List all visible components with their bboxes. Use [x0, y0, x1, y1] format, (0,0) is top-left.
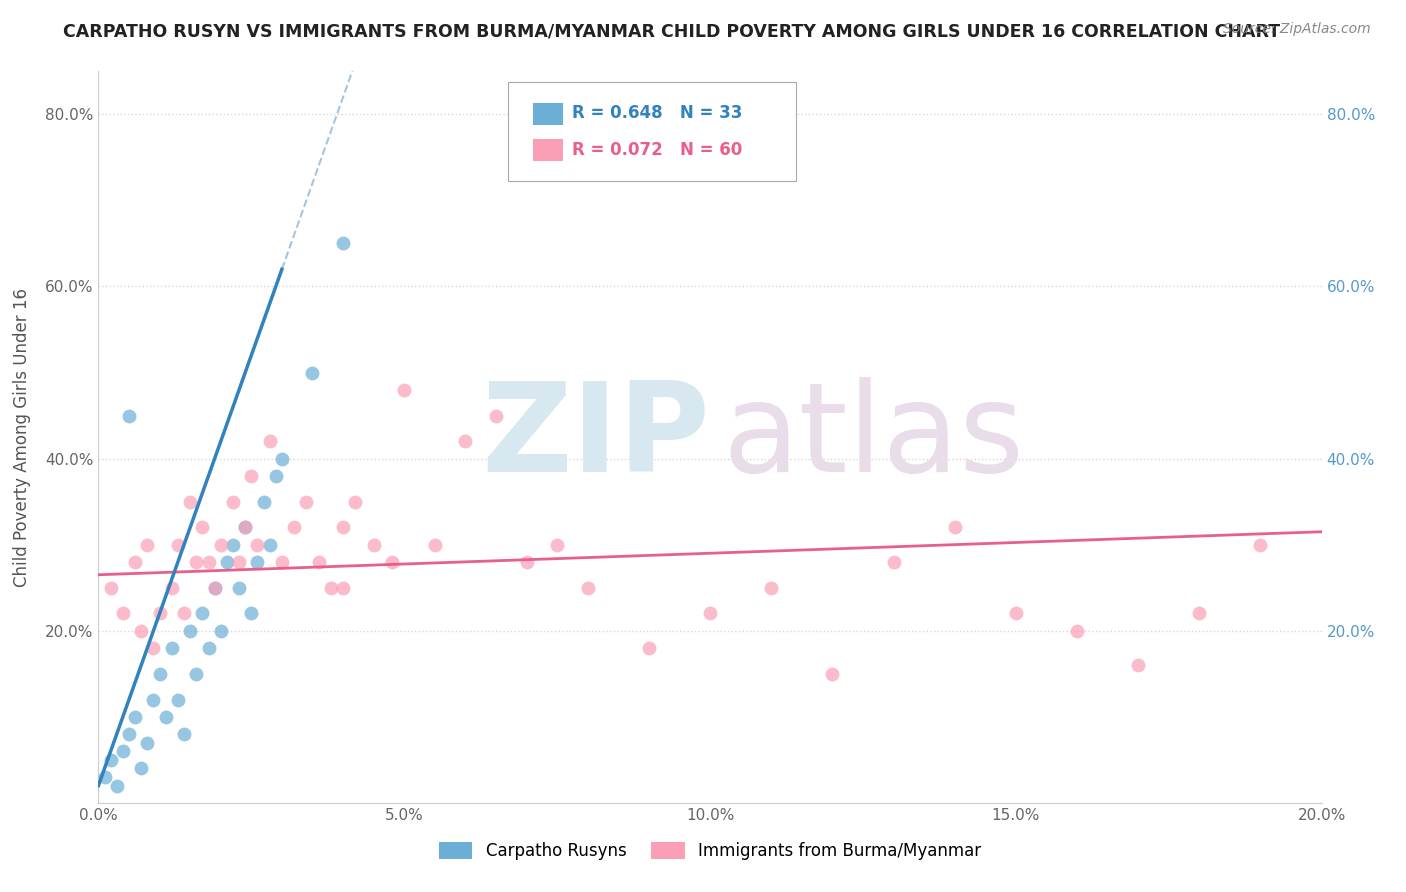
Point: [100, 753, 122, 767]
Point: [246, 555, 269, 569]
Point: [142, 692, 165, 706]
Point: [179, 494, 201, 508]
Point: [883, 555, 905, 569]
Point: [270, 451, 292, 466]
Point: [295, 494, 318, 508]
Bar: [533, 139, 564, 161]
Point: [576, 581, 599, 595]
Point: [136, 538, 159, 552]
Text: R = 0.072   N = 60: R = 0.072 N = 60: [572, 141, 742, 159]
Point: [179, 624, 201, 638]
Point: [142, 640, 165, 655]
Point: [332, 581, 354, 595]
Point: [204, 581, 226, 595]
Point: [173, 727, 195, 741]
Point: [204, 581, 226, 595]
Point: [759, 581, 782, 595]
Point: [283, 520, 305, 534]
Point: [129, 761, 152, 775]
Point: [332, 236, 354, 251]
Point: [344, 494, 367, 508]
Point: [252, 494, 274, 508]
Point: [381, 555, 404, 569]
Point: [167, 538, 190, 552]
Point: [160, 640, 183, 655]
Point: [118, 409, 141, 423]
Y-axis label: Child Poverty Among Girls Under 16: Child Poverty Among Girls Under 16: [13, 287, 31, 587]
Point: [699, 607, 721, 621]
Point: [943, 520, 966, 534]
Bar: [533, 103, 564, 125]
Point: [301, 366, 323, 380]
Text: atlas: atlas: [723, 376, 1025, 498]
Point: [124, 710, 146, 724]
Point: [240, 468, 263, 483]
Point: [246, 538, 269, 552]
Point: [363, 538, 385, 552]
Point: [209, 538, 232, 552]
Point: [454, 434, 477, 449]
Point: [1066, 624, 1088, 638]
Point: [821, 666, 844, 681]
Text: ZIP: ZIP: [481, 376, 710, 498]
Point: [111, 744, 134, 758]
FancyBboxPatch shape: [508, 82, 796, 181]
Point: [240, 607, 263, 621]
Legend: Carpatho Rusyns, Immigrants from Burma/Myanmar: Carpatho Rusyns, Immigrants from Burma/M…: [439, 842, 981, 860]
Point: [270, 555, 292, 569]
Point: [149, 607, 172, 621]
Point: [228, 555, 250, 569]
Point: [191, 607, 214, 621]
Text: R = 0.648   N = 33: R = 0.648 N = 33: [572, 104, 742, 122]
Point: [167, 692, 190, 706]
Point: [173, 607, 195, 621]
Point: [222, 538, 245, 552]
Point: [1188, 607, 1211, 621]
Point: [1249, 538, 1271, 552]
Text: CARPATHO RUSYN VS IMMIGRANTS FROM BURMA/MYANMAR CHILD POVERTY AMONG GIRLS UNDER : CARPATHO RUSYN VS IMMIGRANTS FROM BURMA/…: [63, 22, 1281, 40]
Point: [136, 735, 159, 749]
Point: [186, 555, 208, 569]
Point: [1004, 607, 1026, 621]
Point: [155, 710, 177, 724]
Point: [124, 555, 146, 569]
Point: [259, 434, 281, 449]
Point: [392, 383, 416, 397]
Point: [93, 770, 115, 784]
Point: [160, 581, 183, 595]
Point: [222, 494, 245, 508]
Point: [228, 581, 250, 595]
Point: [319, 581, 342, 595]
Point: [197, 640, 219, 655]
Point: [209, 624, 232, 638]
Point: [105, 779, 128, 793]
Point: [197, 555, 219, 569]
Point: [100, 581, 122, 595]
Point: [332, 520, 354, 534]
Point: [485, 409, 508, 423]
Point: [546, 538, 568, 552]
Point: [233, 520, 256, 534]
Text: Source: ZipAtlas.com: Source: ZipAtlas.com: [1223, 22, 1371, 37]
Point: [308, 555, 330, 569]
Point: [149, 666, 172, 681]
Point: [111, 607, 134, 621]
Point: [1128, 658, 1150, 673]
Point: [637, 640, 661, 655]
Point: [186, 666, 208, 681]
Point: [423, 538, 446, 552]
Point: [233, 520, 256, 534]
Point: [118, 727, 141, 741]
Point: [215, 555, 238, 569]
Point: [264, 468, 287, 483]
Point: [129, 624, 152, 638]
Point: [191, 520, 214, 534]
Point: [259, 538, 281, 552]
Point: [516, 555, 538, 569]
